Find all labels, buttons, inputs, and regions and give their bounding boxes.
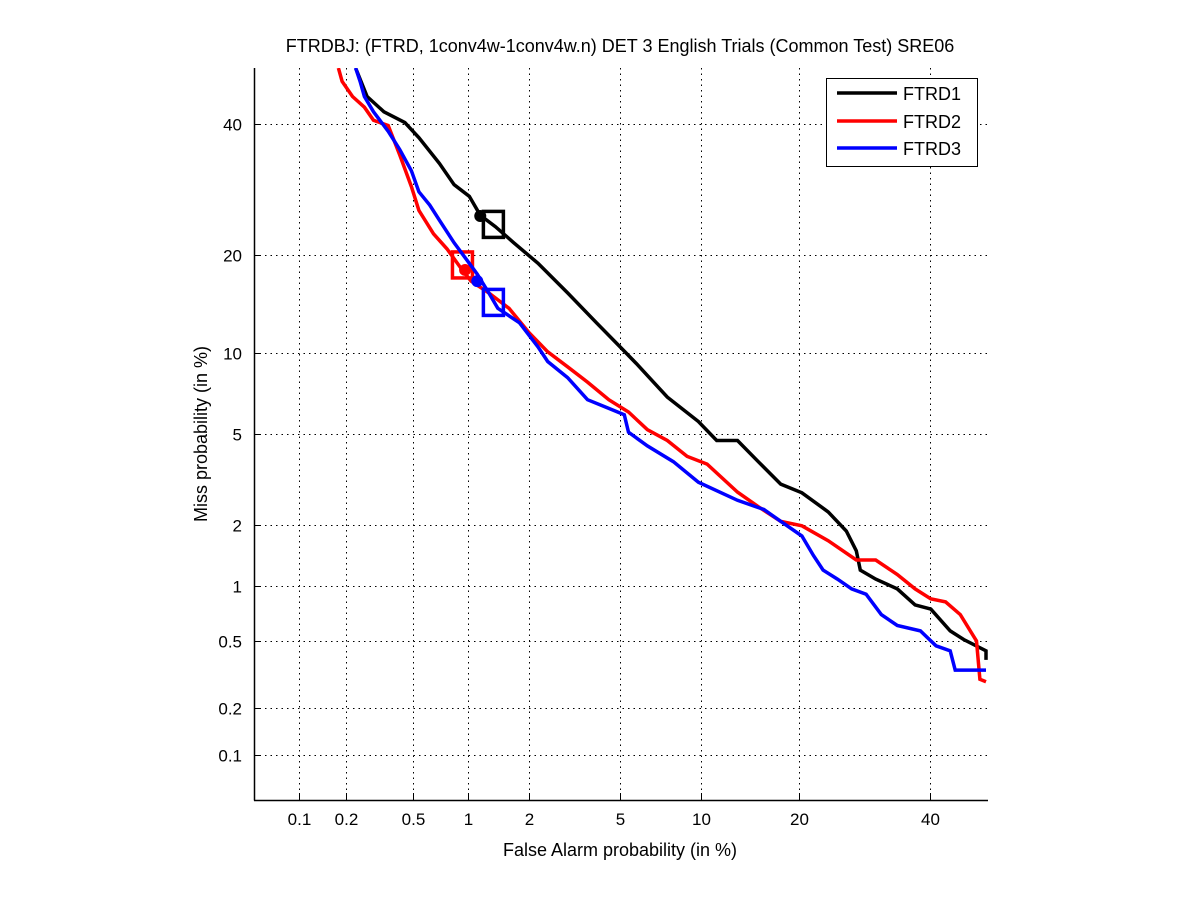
y-tick-label: 2 [233,517,242,536]
x-tick-label: 0.1 [288,810,312,829]
y-axis-label: Miss probability (in %) [191,346,211,522]
y-axis-ticks: 0.1 0.2 0.5 1 2 5 10 20 40 [218,116,261,766]
x-tick-label: 1 [464,810,473,829]
x-tick-label: 40 [921,810,940,829]
det-curve-ftrd1 [353,68,988,660]
x-tick-label: 0.2 [335,810,359,829]
x-tick-label: 10 [692,810,711,829]
actual-dcf-marker-ftrd1 [481,209,506,240]
series-ftrd1 [353,68,988,660]
series-ftrd3 [353,68,986,672]
actual-dcf-marker-ftrd3 [481,287,506,318]
legend-label-ftrd1: FTRD1 [903,84,961,104]
y-tick-label: 20 [223,247,242,266]
y-tick-label: 1 [233,578,242,597]
y-tick-label: 10 [223,345,242,364]
y-tick-label: 0.1 [218,747,242,766]
legend: FTRD1 FTRD2 FTRD3 [826,78,978,167]
x-tick-label: 2 [525,810,534,829]
y-tick-label: 40 [223,116,242,135]
x-axis-ticks: 0.1 0.2 0.5 1 2 5 10 20 40 [288,793,940,829]
x-axis-label: False Alarm probability (in %) [503,840,737,860]
x-tick-label: 0.5 [402,810,426,829]
chart-title: FTRDBJ: (FTRD, 1conv4w-1conv4w.n) DET 3 … [286,36,955,56]
det-curve-ftrd3 [353,68,986,672]
legend-label-ftrd3: FTRD3 [903,139,961,159]
min-dcf-marker-ftrd2 [459,263,472,276]
min-dcf-marker-ftrd3 [471,275,484,288]
det-curve-ftrd2 [336,68,987,684]
x-tick-label: 5 [616,810,625,829]
grid-lines [254,68,988,800]
x-tick-label: 20 [790,810,809,829]
y-tick-label: 0.5 [218,633,242,652]
det-curves [336,68,988,684]
legend-label-ftrd2: FTRD2 [903,112,961,132]
y-tick-label: 5 [233,426,242,445]
y-tick-label: 0.2 [218,700,242,719]
